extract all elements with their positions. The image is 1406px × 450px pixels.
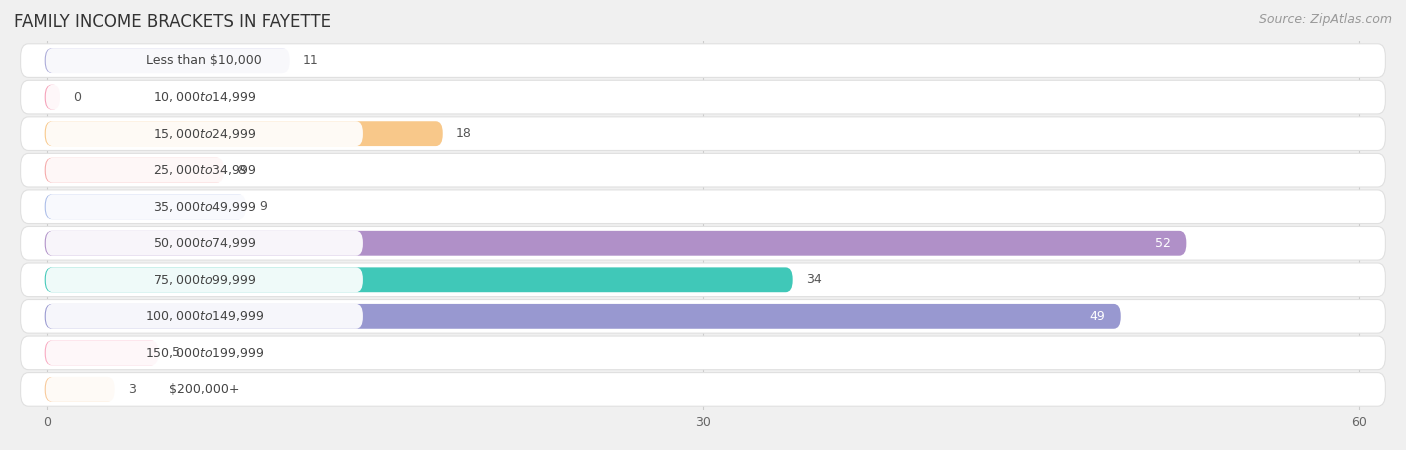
FancyBboxPatch shape	[21, 80, 1385, 114]
FancyBboxPatch shape	[46, 158, 363, 183]
Text: $35,000 to $49,999: $35,000 to $49,999	[153, 200, 256, 214]
FancyBboxPatch shape	[46, 85, 363, 109]
FancyBboxPatch shape	[45, 304, 1121, 329]
Text: 3: 3	[128, 383, 135, 396]
Text: 5: 5	[172, 346, 180, 360]
FancyBboxPatch shape	[46, 341, 363, 365]
Text: Source: ZipAtlas.com: Source: ZipAtlas.com	[1258, 14, 1392, 27]
FancyBboxPatch shape	[21, 153, 1385, 187]
FancyBboxPatch shape	[46, 304, 363, 329]
FancyBboxPatch shape	[21, 336, 1385, 370]
Text: FAMILY INCOME BRACKETS IN FAYETTE: FAMILY INCOME BRACKETS IN FAYETTE	[14, 13, 330, 31]
FancyBboxPatch shape	[21, 190, 1385, 224]
Text: Less than $10,000: Less than $10,000	[146, 54, 262, 67]
Text: $100,000 to $149,999: $100,000 to $149,999	[145, 309, 264, 324]
FancyBboxPatch shape	[46, 377, 363, 402]
Text: 49: 49	[1090, 310, 1105, 323]
Text: $25,000 to $34,999: $25,000 to $34,999	[153, 163, 256, 177]
FancyBboxPatch shape	[45, 377, 115, 402]
FancyBboxPatch shape	[21, 44, 1385, 77]
FancyBboxPatch shape	[46, 48, 363, 73]
Text: $150,000 to $199,999: $150,000 to $199,999	[145, 346, 264, 360]
FancyBboxPatch shape	[21, 263, 1385, 297]
FancyBboxPatch shape	[46, 194, 363, 219]
Text: 0: 0	[73, 90, 82, 104]
FancyBboxPatch shape	[45, 158, 224, 183]
FancyBboxPatch shape	[45, 121, 443, 146]
FancyBboxPatch shape	[45, 231, 1187, 256]
Text: $200,000+: $200,000+	[169, 383, 239, 396]
FancyBboxPatch shape	[46, 121, 363, 146]
Text: 18: 18	[456, 127, 472, 140]
FancyBboxPatch shape	[45, 341, 159, 365]
Text: 8: 8	[238, 164, 245, 177]
Text: $10,000 to $14,999: $10,000 to $14,999	[153, 90, 256, 104]
Text: 9: 9	[259, 200, 267, 213]
FancyBboxPatch shape	[45, 267, 793, 292]
Text: $75,000 to $99,999: $75,000 to $99,999	[153, 273, 256, 287]
Text: 52: 52	[1156, 237, 1171, 250]
FancyBboxPatch shape	[46, 231, 363, 256]
FancyBboxPatch shape	[45, 85, 60, 109]
Text: 11: 11	[302, 54, 319, 67]
Text: 34: 34	[806, 273, 821, 286]
FancyBboxPatch shape	[46, 267, 363, 292]
FancyBboxPatch shape	[21, 117, 1385, 150]
FancyBboxPatch shape	[45, 194, 246, 219]
FancyBboxPatch shape	[21, 300, 1385, 333]
FancyBboxPatch shape	[21, 373, 1385, 406]
Text: $50,000 to $74,999: $50,000 to $74,999	[153, 236, 256, 250]
FancyBboxPatch shape	[45, 48, 290, 73]
FancyBboxPatch shape	[21, 226, 1385, 260]
Text: $15,000 to $24,999: $15,000 to $24,999	[153, 126, 256, 141]
